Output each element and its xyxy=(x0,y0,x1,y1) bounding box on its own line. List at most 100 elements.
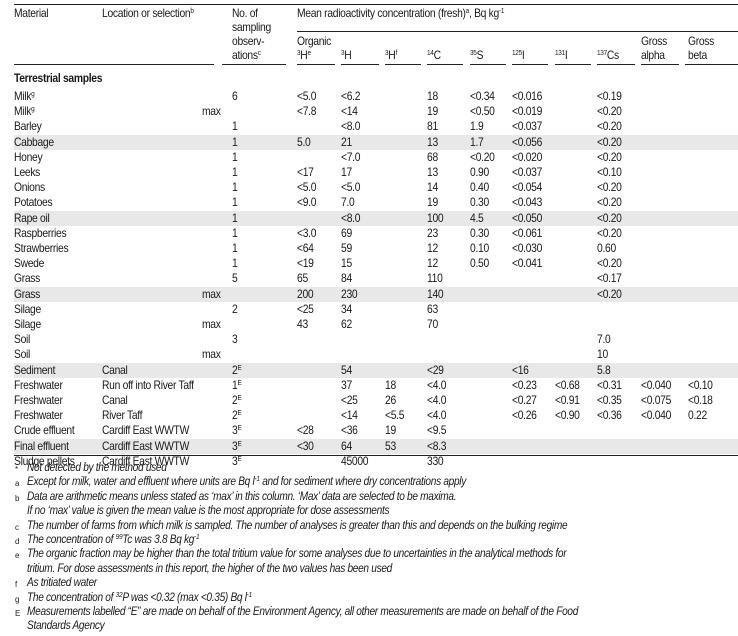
observations-cell: 3 xyxy=(232,332,238,347)
nuclide: C xyxy=(433,48,441,62)
value-cell: 18 xyxy=(427,89,438,103)
value-cell: <25 xyxy=(297,301,314,316)
value-cell: <0.90 xyxy=(555,408,580,423)
footnote-text: Not detected by the method used xyxy=(27,462,167,475)
location-cell: Cardiff East WWTW xyxy=(102,453,190,468)
mass-number: 35 xyxy=(470,48,477,57)
material: Sludge pellets xyxy=(14,453,75,468)
observations: 2 xyxy=(232,408,238,423)
value-cell: 68 xyxy=(427,149,438,164)
value-cell: 13 xyxy=(427,134,438,149)
footnote-mark: g xyxy=(15,594,20,604)
selection-cell: max xyxy=(202,104,221,119)
value-cell: 64 xyxy=(341,438,352,453)
footnote-text: Except for milk, water and effluent wher… xyxy=(27,475,466,489)
material-cell: Silage xyxy=(14,318,41,331)
header-obs-line: observ- xyxy=(232,34,265,48)
material-cell: Milkg xyxy=(14,90,35,103)
footnote-part: If no ‘max’ value is given the mean valu… xyxy=(27,505,390,518)
value-cell: 37 xyxy=(341,377,352,392)
observations: 3 xyxy=(232,453,238,468)
observations: 1 xyxy=(232,195,238,210)
selection-cell: max xyxy=(202,317,221,331)
table-row: Sludge pellets Cardiff East WWTW 3E 45000 33… xyxy=(0,454,738,469)
footnote-part: The concentration of xyxy=(27,534,116,546)
observations: 2 xyxy=(232,393,238,407)
mass-number: 3 xyxy=(341,48,345,57)
footnote-part: Tc was 3.8 Bq kg xyxy=(122,534,195,546)
header-organic: Organic xyxy=(297,34,332,48)
footnote-ref: b xyxy=(190,6,194,15)
value-cell: 12 xyxy=(427,256,438,271)
value-cell: <0.20 xyxy=(597,119,622,134)
value-cell: 17 xyxy=(341,165,352,179)
footnote-mark: c xyxy=(15,522,19,532)
nuclide: H xyxy=(388,48,396,62)
table-row: Honey 1 <7.0 68 <0.20 <0.020 <0.20 xyxy=(0,150,738,165)
footnote-mark: b xyxy=(15,493,20,503)
material-cell: Rape oil xyxy=(14,211,50,225)
observations: 3 xyxy=(232,332,238,347)
material-cell: Soil xyxy=(14,333,30,346)
value-cell: <0.31 xyxy=(597,377,622,392)
material-cell: Cabbage xyxy=(14,134,54,149)
group-rule xyxy=(297,31,738,32)
table-row: Rape oil 1 <8.0 100 4.5 <0.050 <0.20 xyxy=(14,210,738,226)
header-obs-line: sampling xyxy=(232,20,271,34)
nuclide: I xyxy=(564,48,568,62)
material: Swede xyxy=(14,256,45,271)
value-cell: <0.20 xyxy=(597,134,622,149)
footnote-text: The concentration of 99Tc was 3.8 Bq kg-… xyxy=(27,533,200,547)
material: Honey xyxy=(14,149,43,164)
value-cell: <5.0 xyxy=(341,180,361,195)
value-cell: <0.27 xyxy=(512,393,537,407)
table-row: Freshwater Canal 2E <25 26 <4.0 <0.27 <0.91 <0.3… xyxy=(0,393,738,408)
footnote-ref: a xyxy=(465,6,470,15)
observations: 2 xyxy=(232,301,238,316)
footnote-part: tritium. For dose assessments in this re… xyxy=(27,562,392,575)
value-cell: 14 xyxy=(427,180,438,195)
header-obs-line: ationsc xyxy=(232,48,271,62)
material-cell: Potatoes xyxy=(14,196,53,209)
location-cell: Run off into River Taff xyxy=(102,377,194,392)
value-cell: <30 xyxy=(297,438,314,453)
nuclide: Cs xyxy=(606,48,619,62)
table-row: Cabbage 1 5.0 21 13 1.7 <0.056 <0.20 xyxy=(14,134,738,150)
material: Cabbage xyxy=(14,134,54,149)
observations-cell: 1 xyxy=(232,242,238,255)
value-cell: <0.10 xyxy=(597,165,622,179)
observations-cell: 3E xyxy=(232,439,242,453)
value-cell: <0.36 xyxy=(597,408,622,423)
value-cell: <0.18 xyxy=(688,393,713,407)
observations: 1 xyxy=(232,377,238,392)
value-cell: <0.26 xyxy=(512,408,537,423)
location-cell: Cardiff East WWTW xyxy=(102,438,190,453)
value-cell: 0.22 xyxy=(688,408,707,423)
observations-cell: 1 xyxy=(232,181,238,194)
table-row: Grass max 200 230 140 <0.20 xyxy=(14,286,738,302)
footnote-part: Data are arithmetic means unless stated … xyxy=(27,490,457,503)
observations-cell: 2E xyxy=(232,363,242,377)
table-row: Potatoes 1 <9.0 7.0 19 0.30 <0.043 <0.20 xyxy=(0,195,738,210)
material-cell: Honey xyxy=(14,149,43,164)
column-header: 137Cs xyxy=(597,48,619,62)
footnote-text: The concentration of 32P was <0.32 (max … xyxy=(27,590,252,605)
column-header: 35S xyxy=(470,48,483,62)
material-cell: Leeks xyxy=(14,166,40,179)
agency-ref: E xyxy=(237,423,242,433)
value-cell: <0.061 xyxy=(512,225,543,240)
material-cell: Silage xyxy=(14,302,41,316)
observations-cell: 1 xyxy=(232,119,238,134)
location-cell: River Taff xyxy=(102,408,143,423)
material: Freshwater xyxy=(14,408,63,423)
observations: 1 xyxy=(232,119,238,134)
value-cell: 0.60 xyxy=(597,241,616,255)
value-cell: 0.10 xyxy=(470,241,489,255)
footnote-part: The concentration of xyxy=(27,591,116,604)
value-cell: <0.016 xyxy=(512,89,543,103)
value-cell: <0.35 xyxy=(597,393,622,407)
material-cell: Freshwater xyxy=(14,409,63,422)
observations-cell: 1 xyxy=(232,226,238,240)
value-cell: 21 xyxy=(341,134,352,149)
agency-ref: E xyxy=(237,453,242,463)
